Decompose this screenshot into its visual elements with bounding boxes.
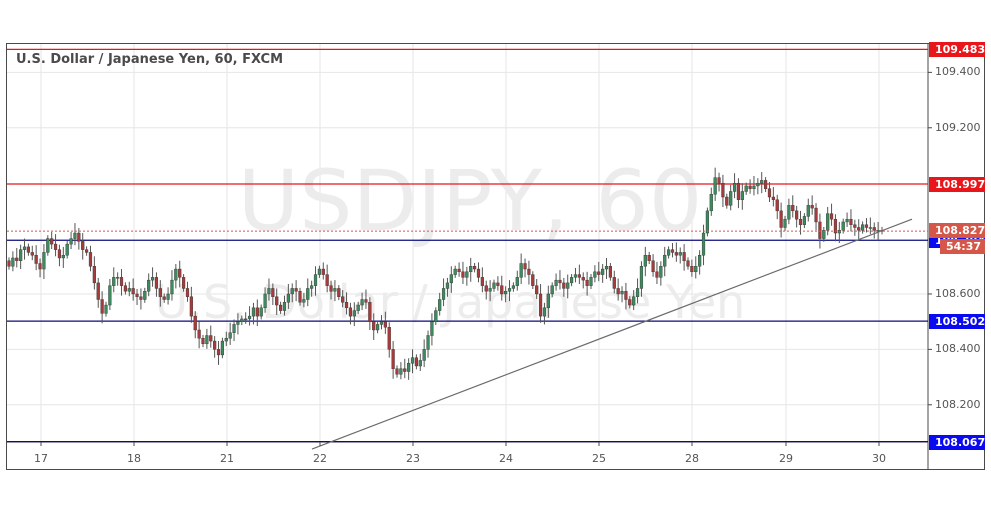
last-price-tag: 108.827 bbox=[929, 223, 985, 239]
horizontal-levels bbox=[7, 48, 928, 443]
price-tick: 108.200 bbox=[935, 397, 981, 411]
level-tag: 108.502 bbox=[929, 314, 985, 330]
time-tick-18: 18 bbox=[127, 452, 141, 465]
time-tick-22: 22 bbox=[313, 452, 327, 465]
time-tick-30: 30 bbox=[872, 452, 886, 465]
trendline[interactable] bbox=[311, 218, 913, 450]
price-tick: 109.400 bbox=[935, 65, 981, 79]
candlesticks bbox=[7, 167, 884, 380]
level-tag: 108.997 bbox=[929, 177, 985, 192]
time-tick-23: 23 bbox=[406, 452, 420, 465]
time-tick-29: 29 bbox=[779, 452, 793, 465]
price-tick: 109.200 bbox=[935, 120, 981, 134]
time-tick-25: 25 bbox=[592, 452, 606, 465]
time-tick-21: 21 bbox=[220, 452, 234, 465]
chart-title: U.S. Dollar / Japanese Yen, 60, FXCM bbox=[16, 52, 284, 67]
bar-countdown-tag: 54:37 bbox=[940, 239, 985, 255]
time-tick-17: 17 bbox=[34, 452, 48, 465]
level-tag: 109.483 bbox=[929, 42, 985, 58]
price-tick: 108.400 bbox=[935, 342, 981, 356]
chart-frame bbox=[6, 43, 985, 470]
level-tag: 108.067 bbox=[929, 434, 985, 450]
watermark-symbol: USDJPY, 60 bbox=[238, 152, 703, 250]
time-tick-28: 28 bbox=[685, 452, 699, 465]
time-axis-ticks bbox=[40, 71, 932, 446]
time-tick-24: 24 bbox=[499, 452, 513, 465]
price-tick: 108.600 bbox=[935, 286, 981, 300]
